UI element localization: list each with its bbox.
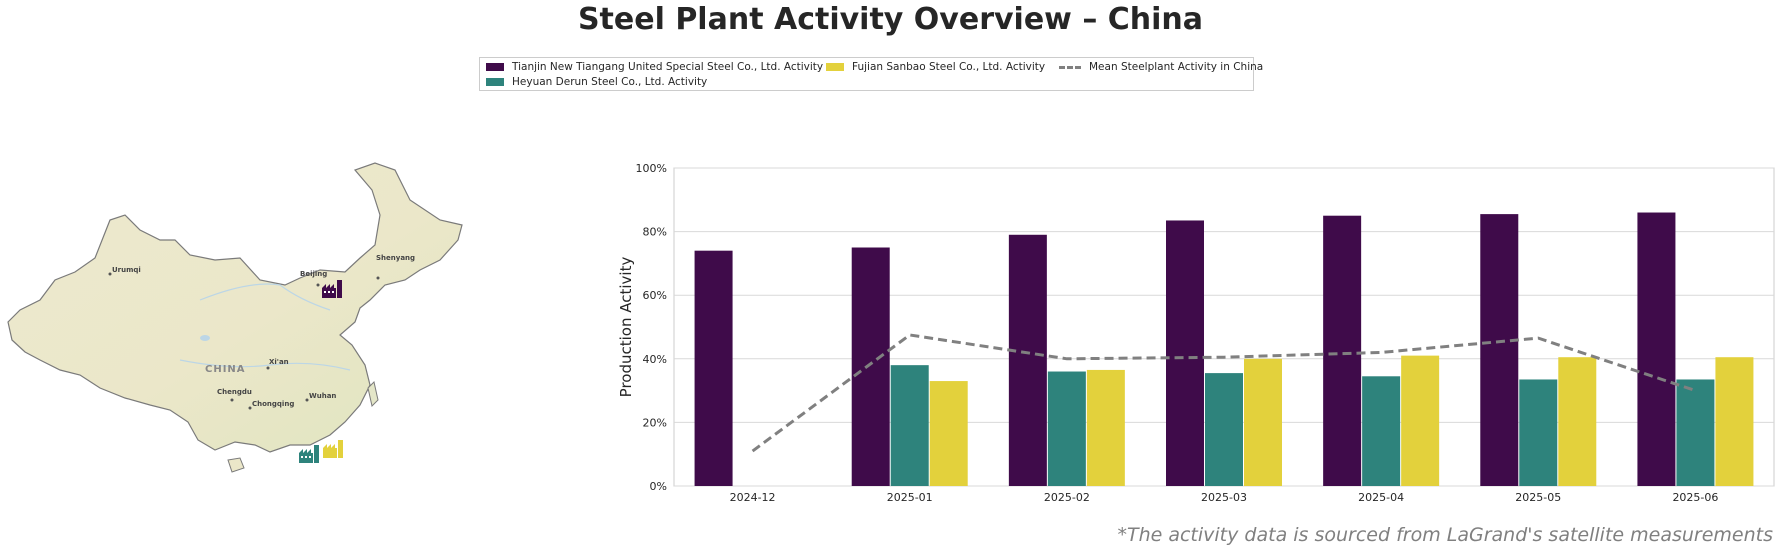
bar-tianjin	[694, 250, 733, 486]
bar-tianjin	[1323, 215, 1362, 486]
legend-item-fujian: Fujian Sanbao Steel Co., Ltd. Activity	[826, 61, 1045, 73]
y-tick-label: 20%	[643, 416, 667, 429]
city-label: Chongqing	[252, 400, 294, 408]
y-axis-label: Production Activity	[617, 257, 635, 398]
plot-frame	[673, 167, 1775, 487]
bar-fujian	[1558, 357, 1597, 486]
bar-fujian	[1086, 369, 1125, 486]
legend-label-tianjin: Tianjin New Tiangang United Special Stee…	[512, 61, 824, 73]
factory-icon-fujian	[323, 440, 343, 458]
factory-icon-tianjin	[322, 280, 342, 298]
city-label: Shenyang	[376, 254, 415, 262]
x-tick-label: 2025-06	[1672, 491, 1718, 504]
bar-fujian	[1401, 355, 1440, 486]
city-label: Chengdu	[217, 388, 252, 396]
bar-tianjin	[1166, 220, 1204, 486]
y-tick-label: 100%	[636, 162, 667, 175]
river-yangtze	[179, 359, 351, 371]
taiwan-island	[367, 381, 379, 407]
bar-fujian	[929, 381, 968, 486]
bar-heyuan	[1676, 379, 1715, 486]
y-tick-label: 80%	[643, 226, 667, 239]
chart-legend: Tianjin New Tiangang United Special Stee…	[479, 57, 1263, 91]
bar-heyuan	[1047, 371, 1086, 486]
mean-activity-line	[751, 333, 1696, 453]
bar-heyuan	[1519, 379, 1558, 486]
bar-heyuan	[890, 365, 929, 486]
legend-swatch-tianjin	[486, 63, 504, 71]
bar-tianjin	[851, 247, 890, 486]
city-label: Xi'an	[269, 358, 289, 366]
bar-heyuan	[1362, 376, 1401, 486]
y-tick-label: 40%	[643, 353, 667, 366]
x-tick-label: 2025-02	[1044, 491, 1090, 504]
legend-label-fujian: Fujian Sanbao Steel Co., Ltd. Activity	[852, 61, 1046, 73]
chart-title: Steel Plant Activity Overview – China	[577, 2, 1204, 37]
x-tick-label: 2025-03	[1201, 491, 1247, 504]
bar-tianjin	[1008, 234, 1047, 486]
legend-item-mean: Mean Steelplant Activity in China	[1059, 61, 1263, 73]
hainan-island	[227, 457, 245, 473]
footnote: *The activity data is sourced from LaGra…	[1117, 524, 1773, 546]
country-label: CHINA	[205, 364, 246, 375]
legend-dash-mean	[1059, 65, 1081, 69]
bar-fujian	[1244, 358, 1282, 486]
bar-tianjin	[1637, 212, 1676, 486]
x-tick-label: 2025-01	[887, 491, 933, 504]
legend-item-tianjin: Tianjin New Tiangang United Special Stee…	[486, 61, 823, 73]
x-tick-label: 2024-12	[730, 491, 776, 504]
legend-swatch-fujian	[826, 63, 844, 71]
legend-label-mean: Mean Steelplant Activity in China	[1089, 61, 1264, 73]
legend-swatch-heyuan	[486, 78, 504, 86]
x-tick-label: 2025-04	[1358, 491, 1404, 504]
china-outline	[7, 162, 463, 453]
river-yellow	[199, 283, 331, 311]
bar-tianjin	[1480, 214, 1519, 487]
city-label: Wuhan	[309, 392, 336, 400]
legend-item-heyuan: Heyuan Derun Steel Co., Ltd. Activity	[486, 76, 707, 88]
bar-fujian	[1715, 357, 1754, 486]
y-tick-label: 60%	[643, 289, 667, 302]
city-label: Urumqi	[112, 266, 141, 274]
factory-icon-heyuan	[299, 445, 319, 463]
legend-label-heyuan: Heyuan Derun Steel Co., Ltd. Activity	[512, 76, 708, 88]
china-map: Urumqi Beijing Shenyang Xi'an Chengdu Ch…	[7, 162, 463, 473]
city-label: Beijing	[300, 270, 327, 278]
x-tick-label: 2025-05	[1515, 491, 1561, 504]
y-tick-label: 0%	[650, 480, 667, 493]
bar-heyuan	[1205, 373, 1243, 486]
lake-qinghai	[200, 335, 210, 341]
